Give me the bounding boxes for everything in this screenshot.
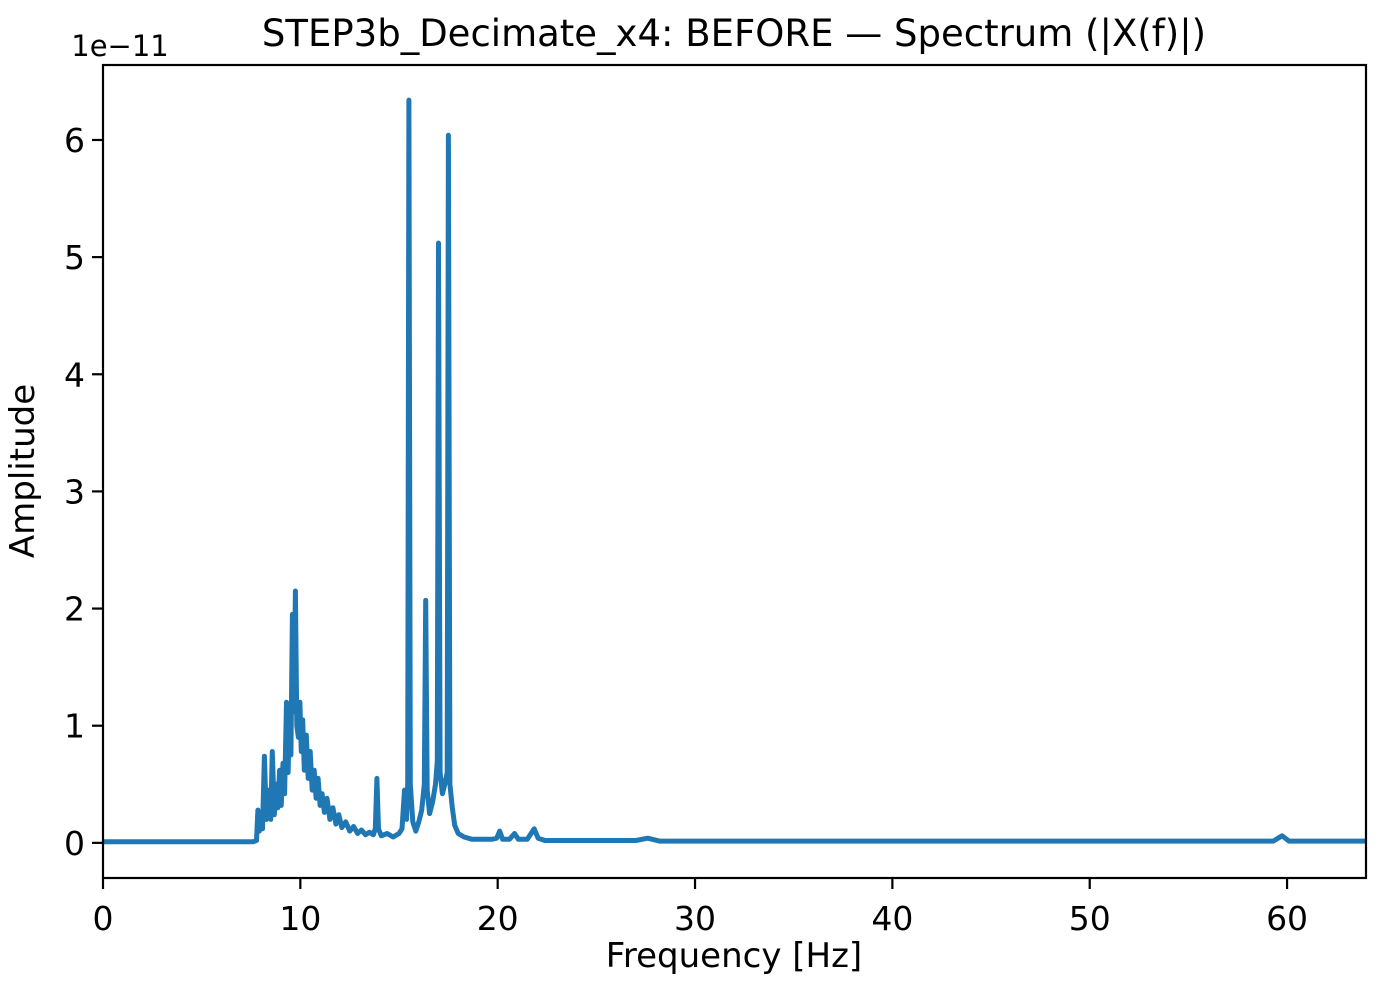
plot-area — [103, 65, 1366, 878]
y-tick-label: 2 — [64, 590, 85, 629]
chart-title: STEP3b_Decimate_x4: BEFORE — Spectrum (|… — [262, 12, 1206, 55]
y-axis-label: Amplitude — [3, 384, 43, 558]
y-tick-label: 5 — [64, 238, 85, 277]
x-tick-label: 50 — [1069, 899, 1111, 938]
y-tick-label: 3 — [64, 472, 85, 511]
axes-spines — [101, 63, 1368, 880]
y-axis-ticks: 0 1 2 3 4 5 6 — [64, 121, 103, 863]
y-tick-label: 6 — [64, 121, 85, 160]
x-tick-label: 30 — [674, 899, 716, 938]
y-tick-label: 1 — [64, 707, 85, 746]
spectrum-line — [103, 97, 1366, 845]
x-axis-ticks: 0 10 20 30 40 50 60 — [93, 878, 1308, 938]
y-axis-offset-text: 1e−11 — [71, 29, 169, 63]
x-tick-label: 20 — [477, 899, 519, 938]
x-axis-label: Frequency [Hz] — [606, 936, 862, 976]
y-tick-label: 0 — [64, 824, 85, 863]
x-tick-label: 40 — [871, 899, 913, 938]
x-tick-label: 10 — [279, 899, 321, 938]
x-tick-label: 0 — [93, 899, 114, 938]
x-tick-label: 60 — [1266, 899, 1308, 938]
y-tick-label: 4 — [64, 355, 85, 394]
